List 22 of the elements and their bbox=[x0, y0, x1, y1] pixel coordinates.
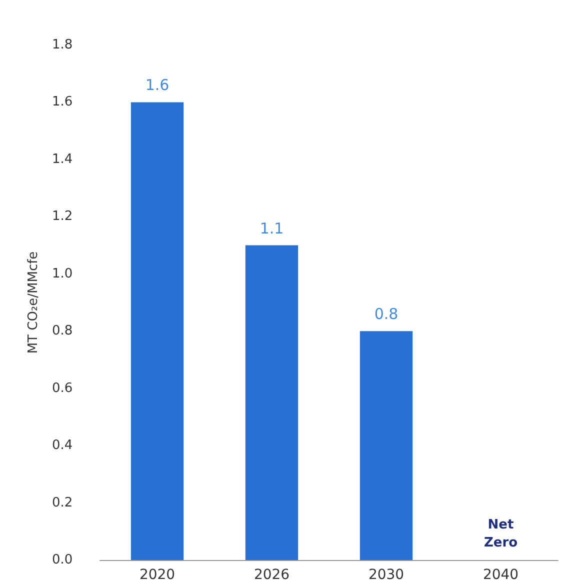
y-tick-label: 0.2 bbox=[52, 495, 73, 510]
y-tick-label: 0.0 bbox=[52, 552, 73, 568]
y-axis-title: MT CO₂e/MMcfe bbox=[26, 251, 41, 354]
y-tick-label: 0.8 bbox=[52, 324, 73, 339]
y-tick-label: 1.8 bbox=[52, 38, 73, 52]
y-tick-label: 1.2 bbox=[52, 209, 73, 224]
data-label: 1.6 bbox=[145, 76, 170, 94]
bar bbox=[245, 245, 298, 560]
bar bbox=[130, 102, 184, 560]
x-tick-label: 2020 bbox=[139, 567, 176, 583]
y-tick-label: 0.6 bbox=[52, 380, 73, 396]
data-label: Net Zero bbox=[484, 518, 518, 550]
x-tick-label: 2030 bbox=[368, 567, 404, 583]
data-label: 1.1 bbox=[260, 219, 284, 238]
bar bbox=[360, 331, 413, 560]
y-tick-label: 1.4 bbox=[52, 152, 73, 167]
x-tick-label: 2040 bbox=[482, 567, 519, 583]
y-tick-label: 1.0 bbox=[52, 266, 73, 282]
data-label: 0.8 bbox=[374, 305, 398, 324]
y-tick-label: 0.4 bbox=[52, 438, 73, 454]
y-tick-label: 1.6 bbox=[52, 94, 73, 110]
x-tick-label: 2026 bbox=[254, 567, 290, 583]
